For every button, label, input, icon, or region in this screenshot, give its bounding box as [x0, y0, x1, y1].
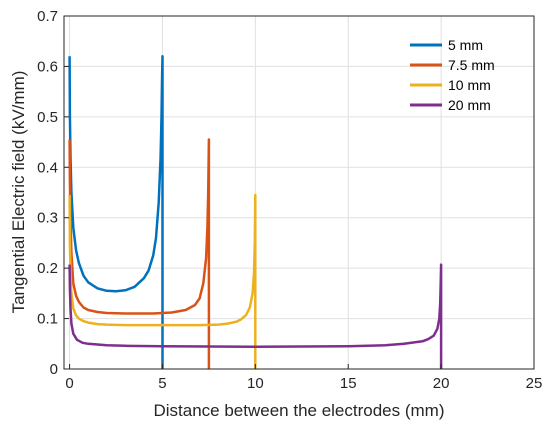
legend-label: 7.5 mm [448, 57, 495, 73]
y-tick-label: 0.6 [37, 58, 58, 75]
y-tick-label: 0.7 [37, 8, 58, 25]
series-layer [68, 55, 443, 369]
x-tick-label: 25 [526, 375, 543, 392]
series-line-10-mm [68, 193, 257, 369]
legend-label: 20 mm [448, 97, 491, 113]
y-tick-label: 0.4 [37, 159, 58, 176]
x-tick-label: 0 [65, 375, 73, 392]
y-tick-label: 0.2 [37, 260, 58, 277]
x-tick-label: 15 [340, 375, 357, 392]
x-tick-label: 20 [433, 375, 450, 392]
y-axis-title: Tangential Electric field (kV/mm) [9, 71, 28, 314]
y-tick-label: 0.1 [37, 311, 58, 328]
legend-label: 10 mm [448, 77, 491, 93]
plot-area [64, 16, 534, 369]
x-tick-label: 10 [247, 375, 264, 392]
y-tick-label: 0.5 [37, 109, 58, 126]
axis-ticks: 0 5 10 15 20 25 0 0.1 0.2 0.3 0.4 0.5 0.6 0.7 [37, 8, 542, 392]
legend-label: 5 mm [448, 37, 483, 53]
x-tick-label: 5 [158, 375, 166, 392]
series-line-20-mm [68, 263, 443, 369]
y-tick-label: 0 [50, 361, 58, 378]
x-axis-title: Distance between the electrodes (mm) [153, 401, 444, 420]
plot-frame [63, 15, 535, 370]
legend: 5 mm 7.5 mm 10 mm 20 mm [410, 37, 495, 113]
y-tick-label: 0.3 [37, 210, 58, 227]
series-line-7-5-mm [68, 138, 211, 369]
series-line-5-mm [68, 55, 164, 369]
